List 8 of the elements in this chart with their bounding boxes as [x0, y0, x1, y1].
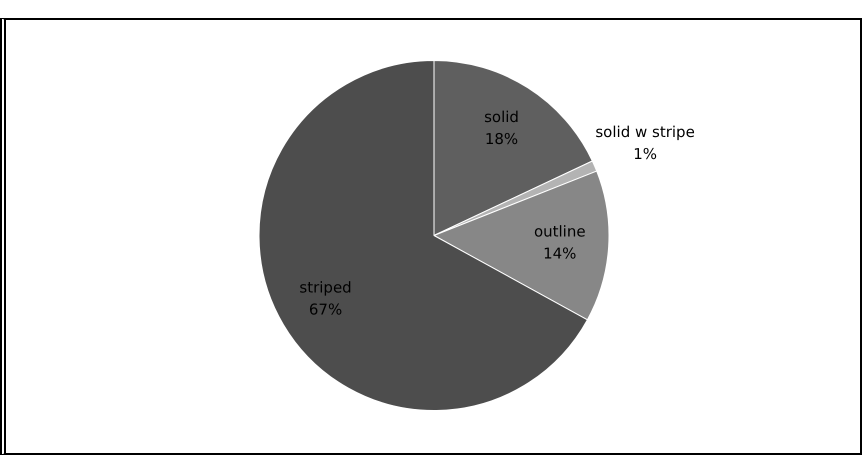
data-label: 14%	[543, 244, 576, 262]
data-label: 18%	[484, 130, 518, 148]
data-label: 67%	[308, 300, 342, 319]
slice-label: solid	[484, 108, 519, 126]
slice-label: solid w stripe	[595, 123, 695, 142]
slice-label: striped	[299, 278, 352, 297]
slice-label: outline	[534, 222, 586, 240]
data-label: 1%	[633, 145, 657, 164]
